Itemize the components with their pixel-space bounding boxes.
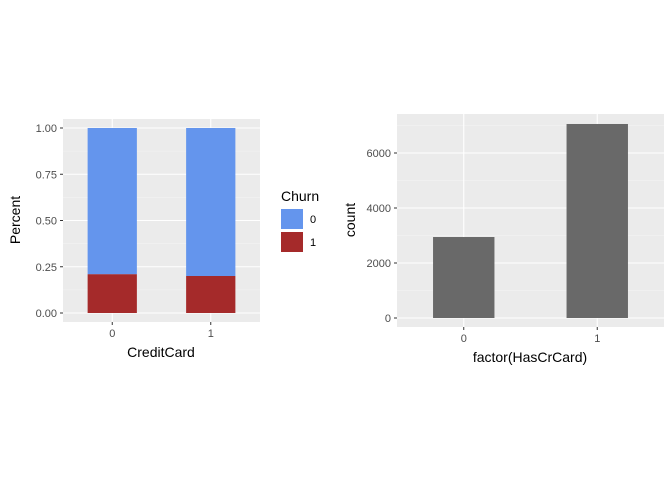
bar-count-cat-1 — [566, 123, 628, 318]
right-chart-y-ticks: 0 2000 4000 6000 — [367, 148, 397, 325]
churn-legend: Churn 0 1 — [281, 188, 319, 252]
legend-label-0: 0 — [310, 214, 316, 226]
bar-churn-0-cat-0 — [87, 128, 137, 275]
y-tick-label: 0 — [385, 313, 391, 325]
x-tick-label: 1 — [208, 328, 214, 340]
y-tick-label: 2000 — [367, 258, 391, 270]
y-tick-label: 0.75 — [36, 169, 57, 181]
y-tick-label: 0.50 — [36, 216, 57, 228]
legend-swatch-1 — [281, 232, 303, 252]
right-chart-bars — [433, 123, 628, 318]
left-chart-y-ticks: 0.00 0.25 0.50 0.75 1.00 — [36, 123, 63, 320]
right-chart-y-axis-title: count — [342, 203, 358, 237]
legend-label-1: 1 — [310, 237, 316, 249]
bar-count-cat-0 — [433, 237, 495, 318]
legend-title: Churn — [281, 188, 319, 204]
y-tick-label: 6000 — [367, 148, 391, 160]
x-tick-label: 1 — [594, 333, 600, 345]
bar-churn-0-cat-1 — [186, 128, 236, 276]
x-tick-label: 0 — [461, 333, 467, 345]
y-tick-label: 0.25 — [36, 262, 57, 274]
y-tick-label: 0.00 — [36, 308, 57, 320]
bar-churn-1-cat-1 — [186, 276, 236, 313]
right-chart-x-axis-title: factor(HasCrCard) — [473, 349, 587, 365]
bar-churn-1-cat-0 — [87, 274, 137, 313]
x-tick-label: 0 — [109, 328, 115, 340]
y-tick-label: 1.00 — [36, 123, 57, 135]
left-chart-bars — [87, 128, 236, 313]
y-tick-label: 4000 — [367, 203, 391, 215]
left-chart-y-axis-title: Percent — [7, 196, 23, 244]
left-chart-x-axis-title: CreditCard — [127, 344, 195, 360]
legend-swatch-0 — [281, 209, 303, 229]
